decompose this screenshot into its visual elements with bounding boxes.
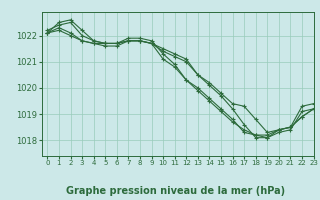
- Text: Graphe pression niveau de la mer (hPa): Graphe pression niveau de la mer (hPa): [67, 186, 285, 196]
